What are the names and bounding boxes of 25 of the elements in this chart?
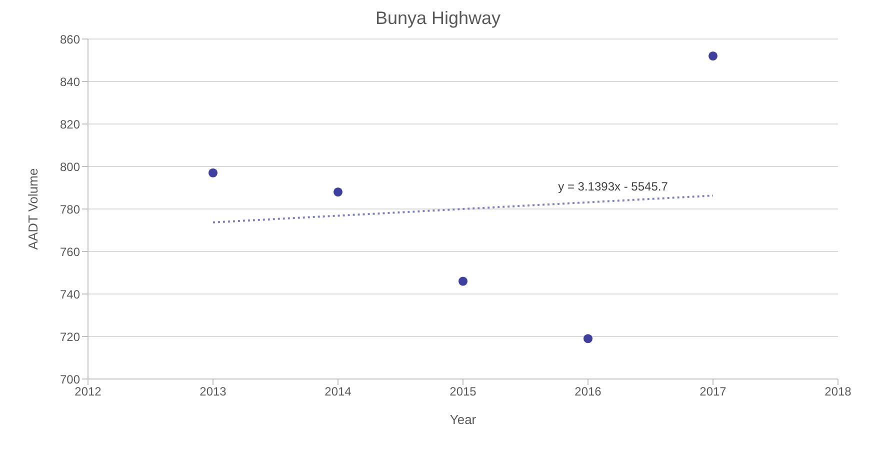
x-tick-label: 2014 xyxy=(324,384,352,399)
y-tick-label: 740 xyxy=(60,287,80,302)
x-tick-label: 2015 xyxy=(450,384,477,399)
point xyxy=(208,168,218,178)
x-tick-label: 2013 xyxy=(200,384,227,399)
x-tick-label: 2016 xyxy=(574,384,602,399)
annotation: y = 3.1393x - 5545.7 xyxy=(558,180,668,194)
y-tick-label: 840 xyxy=(60,74,80,89)
x-tick-label: 2017 xyxy=(700,384,727,399)
x-tick-label: 2018 xyxy=(824,384,852,399)
y-tick-label: 720 xyxy=(60,330,80,344)
chart-title: Bunya Highway xyxy=(374,8,502,29)
point xyxy=(708,51,718,61)
y-axis-title: AADT Volume xyxy=(26,168,41,250)
x-tick-label: 2012 xyxy=(74,384,102,399)
point xyxy=(333,187,343,197)
y-tick-label: 860 xyxy=(60,32,80,46)
y-tick-label: 780 xyxy=(60,202,80,216)
y-tick-label: 800 xyxy=(60,160,80,174)
y-tick-label: 760 xyxy=(60,244,80,259)
point xyxy=(458,276,468,286)
y-tick-label: 820 xyxy=(60,117,80,132)
y-tick-label: 700 xyxy=(60,372,80,386)
point xyxy=(583,334,593,344)
x-axis-title: Year xyxy=(450,412,477,427)
